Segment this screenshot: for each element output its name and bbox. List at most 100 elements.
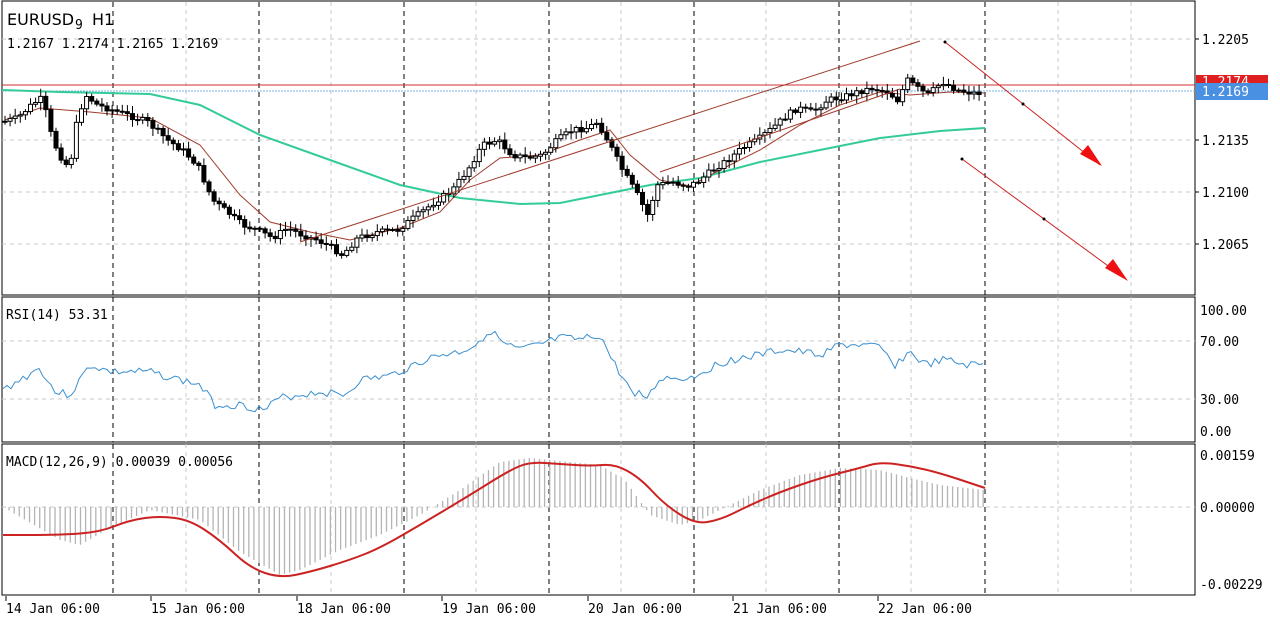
candle-body	[660, 181, 666, 186]
candle-body	[104, 105, 110, 112]
macd-axis: 0.00159 0.00000 -0.00229	[1200, 449, 1263, 593]
ma-slow-line	[1, 89, 986, 206]
candle-body	[466, 167, 472, 177]
candle-body	[742, 146, 747, 150]
candle-body	[864, 87, 870, 95]
candle-body	[272, 235, 278, 240]
channel-line-lower[interactable]	[299, 40, 921, 243]
candle-body	[7, 117, 13, 122]
vertical-gridlines	[112, 2, 1132, 595]
arrow-point	[943, 40, 947, 44]
candle-body	[869, 87, 875, 91]
rsi-axis: 100.00 70.00 30.00 0.00	[1200, 304, 1247, 440]
candle-body	[364, 234, 370, 239]
rsi-tick: 0.00	[1200, 425, 1231, 440]
candle-body	[905, 77, 911, 91]
candle-body	[471, 161, 477, 169]
candle-body	[476, 148, 482, 163]
candle-body	[925, 90, 931, 94]
candle-body	[578, 127, 584, 133]
forecast-arrows[interactable]	[943, 40, 1129, 282]
candle-body	[226, 206, 232, 215]
time-tick-label: 18 Jan 06:00	[297, 602, 391, 617]
candle-body	[895, 96, 900, 103]
price-tick: 1.2100	[1202, 186, 1249, 201]
candle-body	[53, 130, 59, 149]
candle-body	[793, 109, 798, 113]
bid-price-tag	[1196, 83, 1268, 100]
time-tick-label: 21 Jan 06:00	[733, 602, 827, 617]
candle-body	[68, 157, 74, 166]
candle-body	[624, 168, 630, 176]
candle-body	[196, 162, 202, 167]
candle-body	[481, 141, 487, 150]
candle-body	[507, 148, 513, 156]
symbol-suffix: 9	[75, 18, 83, 33]
candle-body	[706, 169, 712, 178]
candle-body	[119, 110, 125, 113]
candle-body	[17, 114, 23, 117]
candle-body	[966, 91, 972, 95]
candle-body	[211, 191, 217, 202]
candle-body	[79, 108, 84, 123]
candle-body	[451, 186, 457, 195]
candle-body	[359, 234, 365, 239]
candle-body	[553, 138, 559, 149]
candle-body	[374, 231, 380, 237]
candle-body	[237, 215, 243, 221]
bid-price-text: 1.2169	[1202, 85, 1249, 100]
candle-body	[181, 148, 186, 151]
candle-body	[22, 111, 28, 116]
candle-body	[12, 115, 18, 119]
rsi-panel-frame	[1, 296, 1196, 443]
candle-body	[711, 169, 717, 172]
candle-body	[262, 228, 268, 234]
price-tick: 1.2135	[1202, 134, 1249, 149]
candle-body	[961, 89, 967, 93]
candle-body	[420, 209, 426, 213]
candle-body	[441, 192, 447, 203]
trend-channel[interactable]	[299, 40, 921, 243]
candle-body	[716, 167, 722, 171]
candle-body	[762, 132, 768, 136]
channel-line-upper[interactable]	[659, 88, 901, 173]
candle-body	[38, 95, 44, 104]
candle-body	[497, 139, 503, 143]
candle-body	[691, 181, 696, 188]
candle-body	[303, 235, 309, 240]
candle-body	[354, 237, 360, 248]
candle-body	[517, 154, 523, 159]
arrow-head-upper	[1080, 145, 1102, 166]
candle-body	[487, 141, 492, 145]
candle-body	[252, 227, 258, 230]
time-axis: 14 Jan 06:00 15 Jan 06:00 18 Jan 06:00 19 J…	[5, 596, 972, 617]
candle-body	[165, 135, 171, 141]
candle-body	[73, 121, 79, 159]
price-tick: 1.2205	[1202, 33, 1249, 48]
candle-body	[665, 181, 671, 184]
candle-body	[425, 206, 431, 211]
candle-body	[242, 219, 248, 228]
candle-body	[675, 181, 681, 186]
candle-body	[823, 101, 829, 109]
candle-body	[216, 200, 222, 205]
timeframe-label: H1	[92, 10, 114, 29]
candle-body	[232, 213, 237, 217]
candle-body	[461, 175, 467, 180]
candle-body	[2, 120, 8, 123]
main-panel-frame	[1, 0, 1196, 296]
candle-body	[568, 131, 574, 134]
candle-body	[833, 96, 839, 101]
candle-body	[813, 108, 819, 111]
candle-body	[935, 85, 941, 89]
candle-body	[971, 91, 977, 95]
candle-body	[859, 90, 865, 95]
macd-tick: 0.00159	[1200, 449, 1255, 464]
candle-body	[28, 103, 33, 113]
candle-body	[849, 93, 855, 97]
symbol-label: EURUSD	[7, 10, 74, 29]
candle-body	[634, 183, 640, 194]
candle-body	[293, 228, 299, 232]
candle-body	[670, 181, 676, 184]
